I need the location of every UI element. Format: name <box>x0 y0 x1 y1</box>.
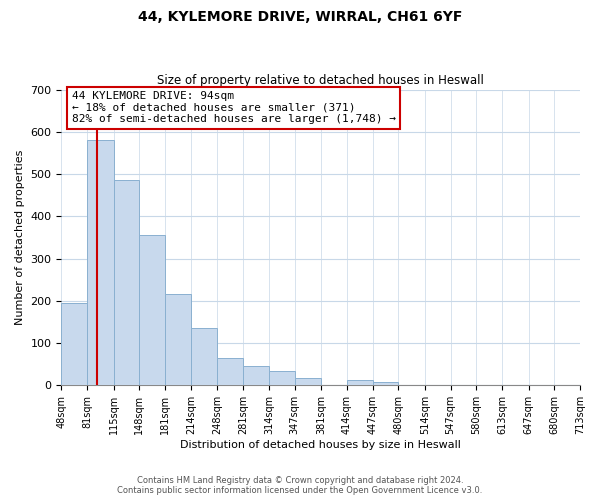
Bar <box>165 294 191 386</box>
Bar <box>295 378 321 386</box>
Bar <box>113 180 139 386</box>
Bar <box>139 236 165 386</box>
Bar <box>347 380 373 386</box>
Text: Contains HM Land Registry data © Crown copyright and database right 2024.
Contai: Contains HM Land Registry data © Crown c… <box>118 476 482 495</box>
Bar <box>373 382 398 386</box>
Y-axis label: Number of detached properties: Number of detached properties <box>15 150 25 325</box>
Text: 44, KYLEMORE DRIVE, WIRRAL, CH61 6YF: 44, KYLEMORE DRIVE, WIRRAL, CH61 6YF <box>138 10 462 24</box>
Bar <box>217 358 243 386</box>
Bar <box>269 370 295 386</box>
Bar <box>61 303 87 386</box>
Text: 44 KYLEMORE DRIVE: 94sqm
← 18% of detached houses are smaller (371)
82% of semi-: 44 KYLEMORE DRIVE: 94sqm ← 18% of detach… <box>72 91 396 124</box>
Bar <box>243 366 269 386</box>
Bar <box>87 140 113 386</box>
Title: Size of property relative to detached houses in Heswall: Size of property relative to detached ho… <box>157 74 484 87</box>
Bar <box>191 328 217 386</box>
X-axis label: Distribution of detached houses by size in Heswall: Distribution of detached houses by size … <box>180 440 461 450</box>
